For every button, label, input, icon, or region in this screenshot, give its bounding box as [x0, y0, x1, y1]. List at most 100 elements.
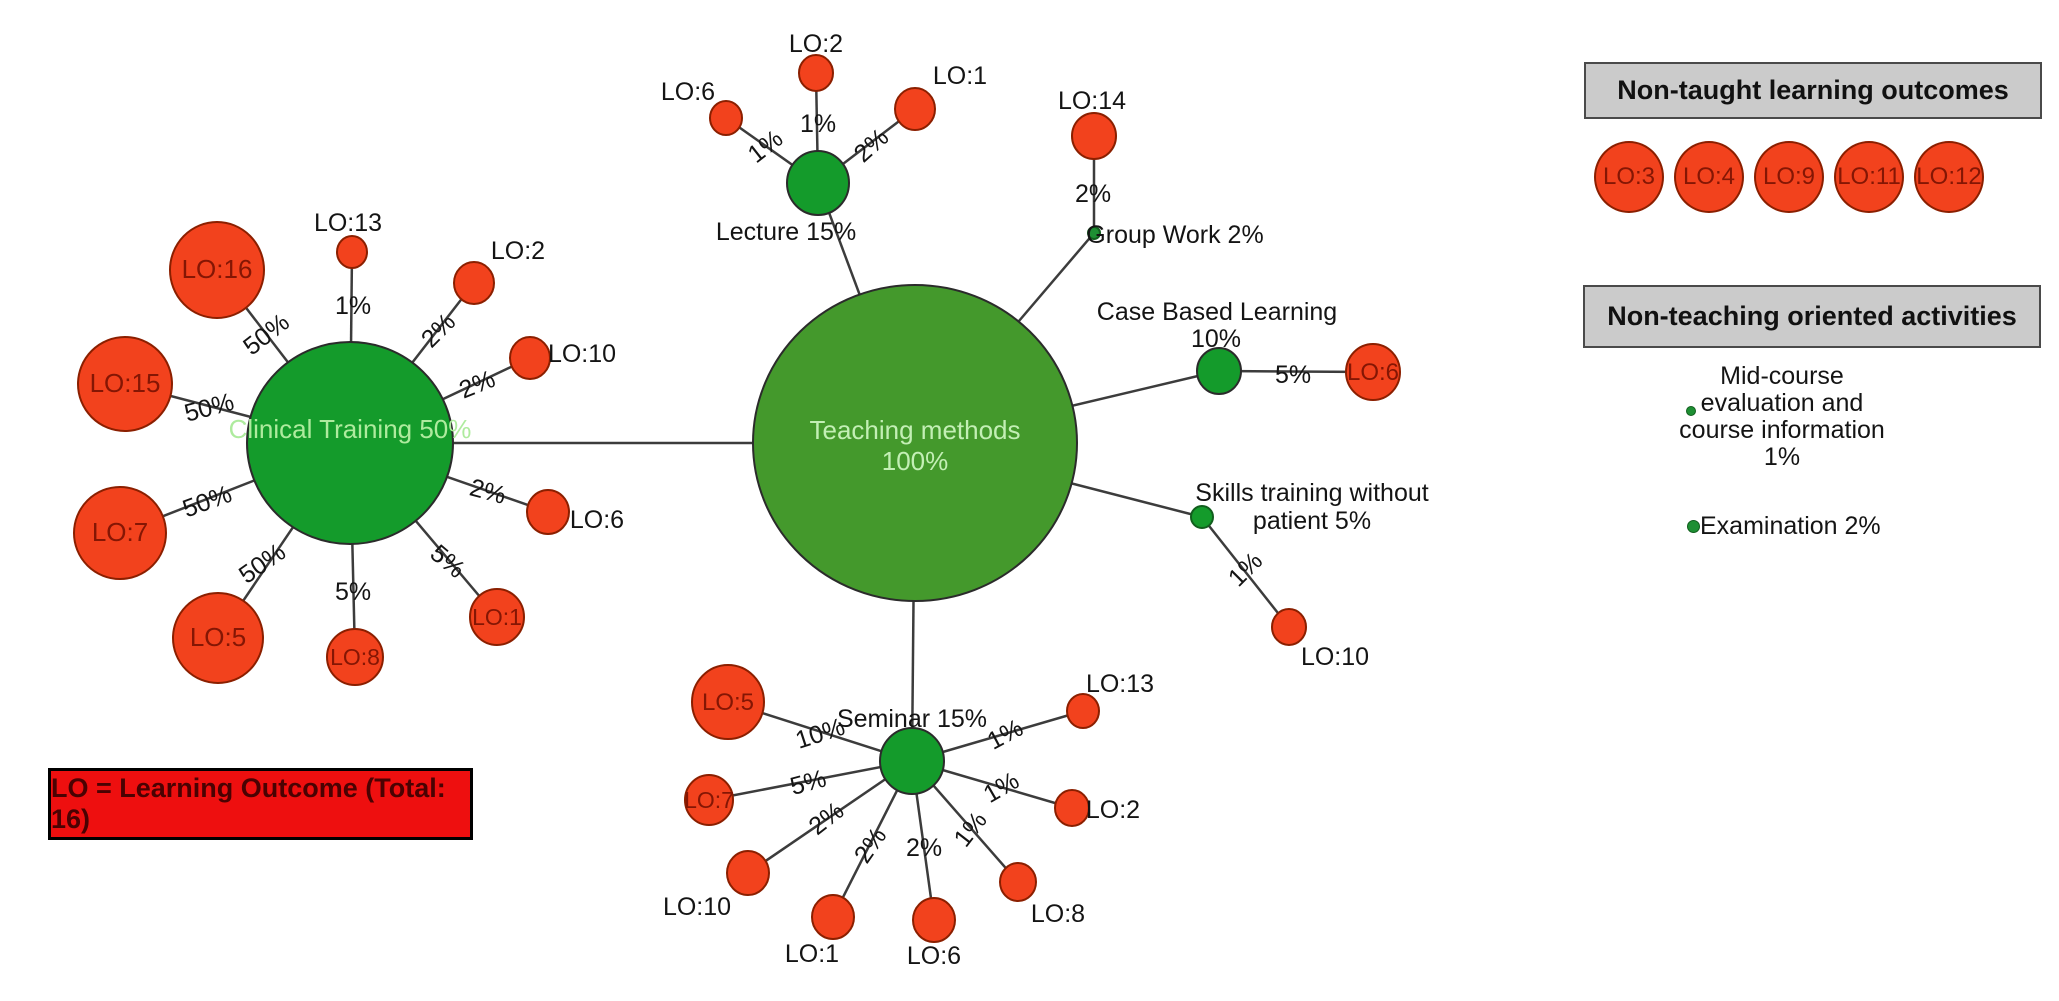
node-lo2-lecture — [798, 54, 834, 92]
diagram-text-label: Skills training without — [1195, 479, 1428, 507]
diagram-text-label: LO:13 — [314, 209, 382, 237]
lo-note-box: LO = Learning Outcome (Total: 16) — [48, 768, 473, 840]
node-label-lo5-clinical: LO:5 — [190, 622, 246, 652]
node-label-lo16-clinical: LO:16 — [182, 254, 253, 284]
diagram-text-label: LO:13 — [1086, 670, 1154, 698]
node-lo6-cbl — [1345, 343, 1401, 401]
non-teaching-legend-box: Non-teaching oriented activities — [1583, 285, 2041, 348]
edge-percent-label: 50% — [234, 538, 291, 590]
diagram-text-label: patient 5% — [1253, 507, 1371, 535]
edge-percent-label: 5% — [1275, 361, 1311, 389]
mid-course-label: Mid-course evaluation and course informati… — [1662, 363, 1902, 471]
edge-percent-label: 1% — [743, 124, 789, 168]
node-label-lo5-seminar: LO:5 — [702, 689, 754, 716]
node-label-lo6-cbl: LO:6 — [1347, 359, 1399, 386]
node-lo7-clinical — [73, 486, 167, 580]
mid-course-label-line: evaluation and — [1700, 389, 1864, 417]
edge-percent-label: 5% — [787, 765, 829, 801]
node-clinical-training — [246, 341, 454, 545]
edge-percent-label: 2% — [1075, 180, 1111, 208]
edge-percent-label: 2% — [416, 308, 461, 353]
node-label-teaching-methods: Teaching methods — [809, 415, 1020, 445]
node-lo5-clinical — [172, 592, 264, 684]
node-lo15-clinical — [77, 336, 173, 432]
node-label-lo1-clinical: LO:1 — [472, 604, 522, 630]
node-lo1-seminar — [811, 894, 855, 940]
node-lo10-skills — [1271, 608, 1307, 646]
edge-percent-label: 2% — [804, 796, 850, 840]
mid-course-label-line: Mid-course — [1720, 362, 1844, 390]
legend-lo-circle: LO:9 — [1754, 141, 1824, 213]
node-seminar — [879, 727, 945, 795]
node-group-work-dot — [1087, 226, 1101, 240]
node-lo16-clinical — [169, 221, 265, 319]
node-label-lo7-seminar: LO:7 — [684, 787, 734, 813]
node-lo2-seminar — [1054, 789, 1090, 827]
node-lo10-clinical — [509, 336, 551, 380]
diagram-text-label: LO:6 — [661, 78, 715, 106]
node-lo13-seminar — [1066, 693, 1100, 729]
examination-label: Examination 2% — [1700, 511, 1881, 540]
edge-percent-label: 5% — [335, 578, 371, 606]
edge-percent-label: 1% — [983, 714, 1028, 756]
diagram-text-label: Case Based Learning — [1097, 298, 1337, 326]
node-label-lo7-clinical: LO:7 — [92, 517, 148, 547]
legend-lo-circle: LO:4 — [1674, 141, 1744, 213]
node-lo6-seminar — [912, 897, 956, 943]
node-teaching-methods — [752, 284, 1078, 602]
edge-percent-label: 50% — [238, 308, 295, 361]
node-lo1-lecture — [894, 87, 936, 131]
legend-lo-circle: LO:11 — [1834, 141, 1904, 213]
mid-course-dot — [1686, 406, 1696, 416]
diagram-text-label: LO:1 — [785, 940, 839, 968]
examination-dot — [1687, 519, 1700, 533]
node-lo6-clinical — [526, 489, 570, 535]
diagram-text-label: Lecture 15% — [716, 218, 856, 246]
legend-lo-circle: LO:12 — [1914, 141, 1984, 213]
non-taught-circles: LO:3 LO:4 LO:9 LO:11 LO:12 — [1594, 141, 1984, 213]
diagram-text-label: LO:6 — [570, 506, 624, 534]
non-teaching-legend-title: Non-teaching oriented activities — [1607, 301, 2017, 331]
edge-line — [708, 759, 913, 802]
diagram-text-label: LO:6 — [907, 942, 961, 970]
examination-row: Examination 2% — [1687, 511, 1881, 540]
node-lo2-clinical — [453, 261, 495, 305]
edge-percent-label: 2% — [467, 474, 509, 510]
diagram-text-label: LO:14 — [1058, 87, 1126, 115]
legend-lo-circle: LO:3 — [1594, 141, 1664, 213]
edge-percent-label: 1% — [979, 766, 1024, 808]
node-lo6-lecture — [709, 100, 743, 136]
mid-course-label-line: course information — [1679, 416, 1885, 444]
edge-percent-label: 2% — [455, 365, 499, 404]
edge-percent-label: 2% — [849, 823, 893, 869]
node-label-lo8-clinical: LO:8 — [330, 644, 380, 670]
lo-note-text: LO = Learning Outcome (Total: 16) — [51, 773, 446, 834]
diagram-text-label: Seminar 15% — [837, 705, 987, 733]
node-lo8-clinical — [326, 628, 384, 686]
node-lecture — [786, 150, 850, 216]
edge-percent-label: 1% — [800, 110, 836, 138]
node-lo8-seminar — [999, 862, 1037, 902]
diagram-text-label: LO:2 — [789, 30, 843, 58]
diagram-text-label: 10% — [1191, 325, 1241, 353]
node-label-clinical-training: Clinical Training 50% — [229, 414, 472, 444]
node-label-teaching-methods: 100% — [882, 446, 949, 476]
node-skills-training-dot — [1190, 505, 1214, 529]
node-lo5-seminar — [691, 664, 765, 740]
edge-percent-label: 2% — [906, 834, 942, 862]
edge-percent-label: 50% — [179, 480, 236, 523]
node-label-lo15-clinical: LO:15 — [90, 368, 161, 398]
edge-percent-label: 1% — [335, 292, 371, 320]
diagram-text-label: LO:1 — [933, 62, 987, 90]
diagram-text-label: LO:10 — [548, 340, 616, 368]
diagram-text-label: LO:10 — [1301, 643, 1369, 671]
node-lo7-seminar — [684, 774, 734, 826]
diagram-text-label: LO:2 — [491, 237, 545, 265]
diagram-text-label: LO:2 — [1086, 796, 1140, 824]
edge-line — [1201, 516, 1290, 628]
diagram-text-label: Group Work 2% — [1086, 221, 1263, 249]
mid-course-label-line: 1% — [1763, 443, 1801, 471]
node-lo1-clinical — [469, 588, 525, 646]
